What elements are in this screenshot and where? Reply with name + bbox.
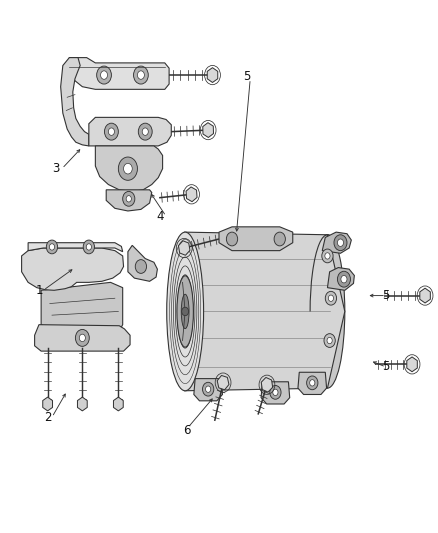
Text: 5: 5 [382, 360, 390, 374]
Polygon shape [69, 58, 169, 90]
Circle shape [134, 66, 148, 84]
Circle shape [270, 385, 281, 399]
Circle shape [86, 244, 92, 250]
Circle shape [337, 271, 350, 287]
Polygon shape [219, 227, 293, 251]
Circle shape [325, 253, 330, 259]
Ellipse shape [181, 294, 189, 329]
Text: 6: 6 [183, 424, 190, 437]
Polygon shape [203, 123, 213, 138]
Polygon shape [113, 397, 123, 411]
Ellipse shape [167, 232, 204, 391]
Polygon shape [128, 245, 157, 281]
Polygon shape [89, 117, 171, 146]
Circle shape [97, 66, 111, 84]
Polygon shape [217, 375, 229, 390]
Circle shape [101, 71, 107, 79]
Ellipse shape [310, 235, 345, 388]
Polygon shape [60, 58, 89, 146]
Polygon shape [41, 282, 123, 338]
Polygon shape [194, 378, 223, 401]
Circle shape [205, 386, 211, 392]
Circle shape [75, 329, 89, 346]
Polygon shape [322, 232, 351, 253]
Polygon shape [207, 68, 218, 83]
Polygon shape [407, 357, 417, 372]
Polygon shape [28, 243, 123, 252]
Text: 4: 4 [157, 210, 164, 223]
Polygon shape [298, 372, 327, 394]
Ellipse shape [177, 276, 194, 347]
Text: 5: 5 [382, 289, 390, 302]
Polygon shape [261, 377, 273, 392]
Text: 3: 3 [53, 162, 60, 175]
Polygon shape [95, 146, 162, 191]
Circle shape [325, 292, 336, 305]
Circle shape [341, 276, 347, 283]
Circle shape [182, 307, 189, 316]
Circle shape [118, 157, 138, 180]
Circle shape [337, 239, 343, 246]
Circle shape [226, 232, 238, 246]
Polygon shape [21, 248, 124, 290]
Circle shape [202, 382, 214, 396]
Circle shape [79, 334, 85, 342]
Circle shape [142, 128, 148, 135]
Circle shape [46, 240, 58, 254]
Polygon shape [35, 325, 130, 351]
Circle shape [126, 196, 131, 202]
Circle shape [322, 249, 333, 263]
Text: 5: 5 [244, 70, 251, 83]
Circle shape [49, 244, 55, 250]
Circle shape [274, 232, 286, 246]
Text: 1: 1 [35, 284, 43, 297]
Circle shape [334, 235, 347, 251]
Circle shape [138, 123, 152, 140]
Polygon shape [420, 288, 430, 303]
Polygon shape [328, 268, 354, 290]
Circle shape [310, 379, 315, 386]
Circle shape [124, 164, 132, 174]
Polygon shape [106, 190, 152, 211]
Polygon shape [184, 232, 345, 391]
Circle shape [327, 337, 332, 344]
Polygon shape [261, 382, 290, 404]
Circle shape [138, 71, 145, 79]
Polygon shape [178, 241, 190, 255]
Polygon shape [78, 397, 87, 411]
Polygon shape [186, 187, 197, 201]
Circle shape [307, 376, 318, 390]
Text: 2: 2 [44, 411, 51, 424]
Circle shape [123, 191, 135, 206]
Circle shape [324, 334, 335, 348]
Polygon shape [43, 397, 53, 411]
Circle shape [273, 389, 278, 395]
Circle shape [105, 123, 118, 140]
Circle shape [135, 260, 147, 273]
Circle shape [108, 128, 114, 135]
Circle shape [83, 240, 95, 254]
Circle shape [328, 295, 333, 301]
